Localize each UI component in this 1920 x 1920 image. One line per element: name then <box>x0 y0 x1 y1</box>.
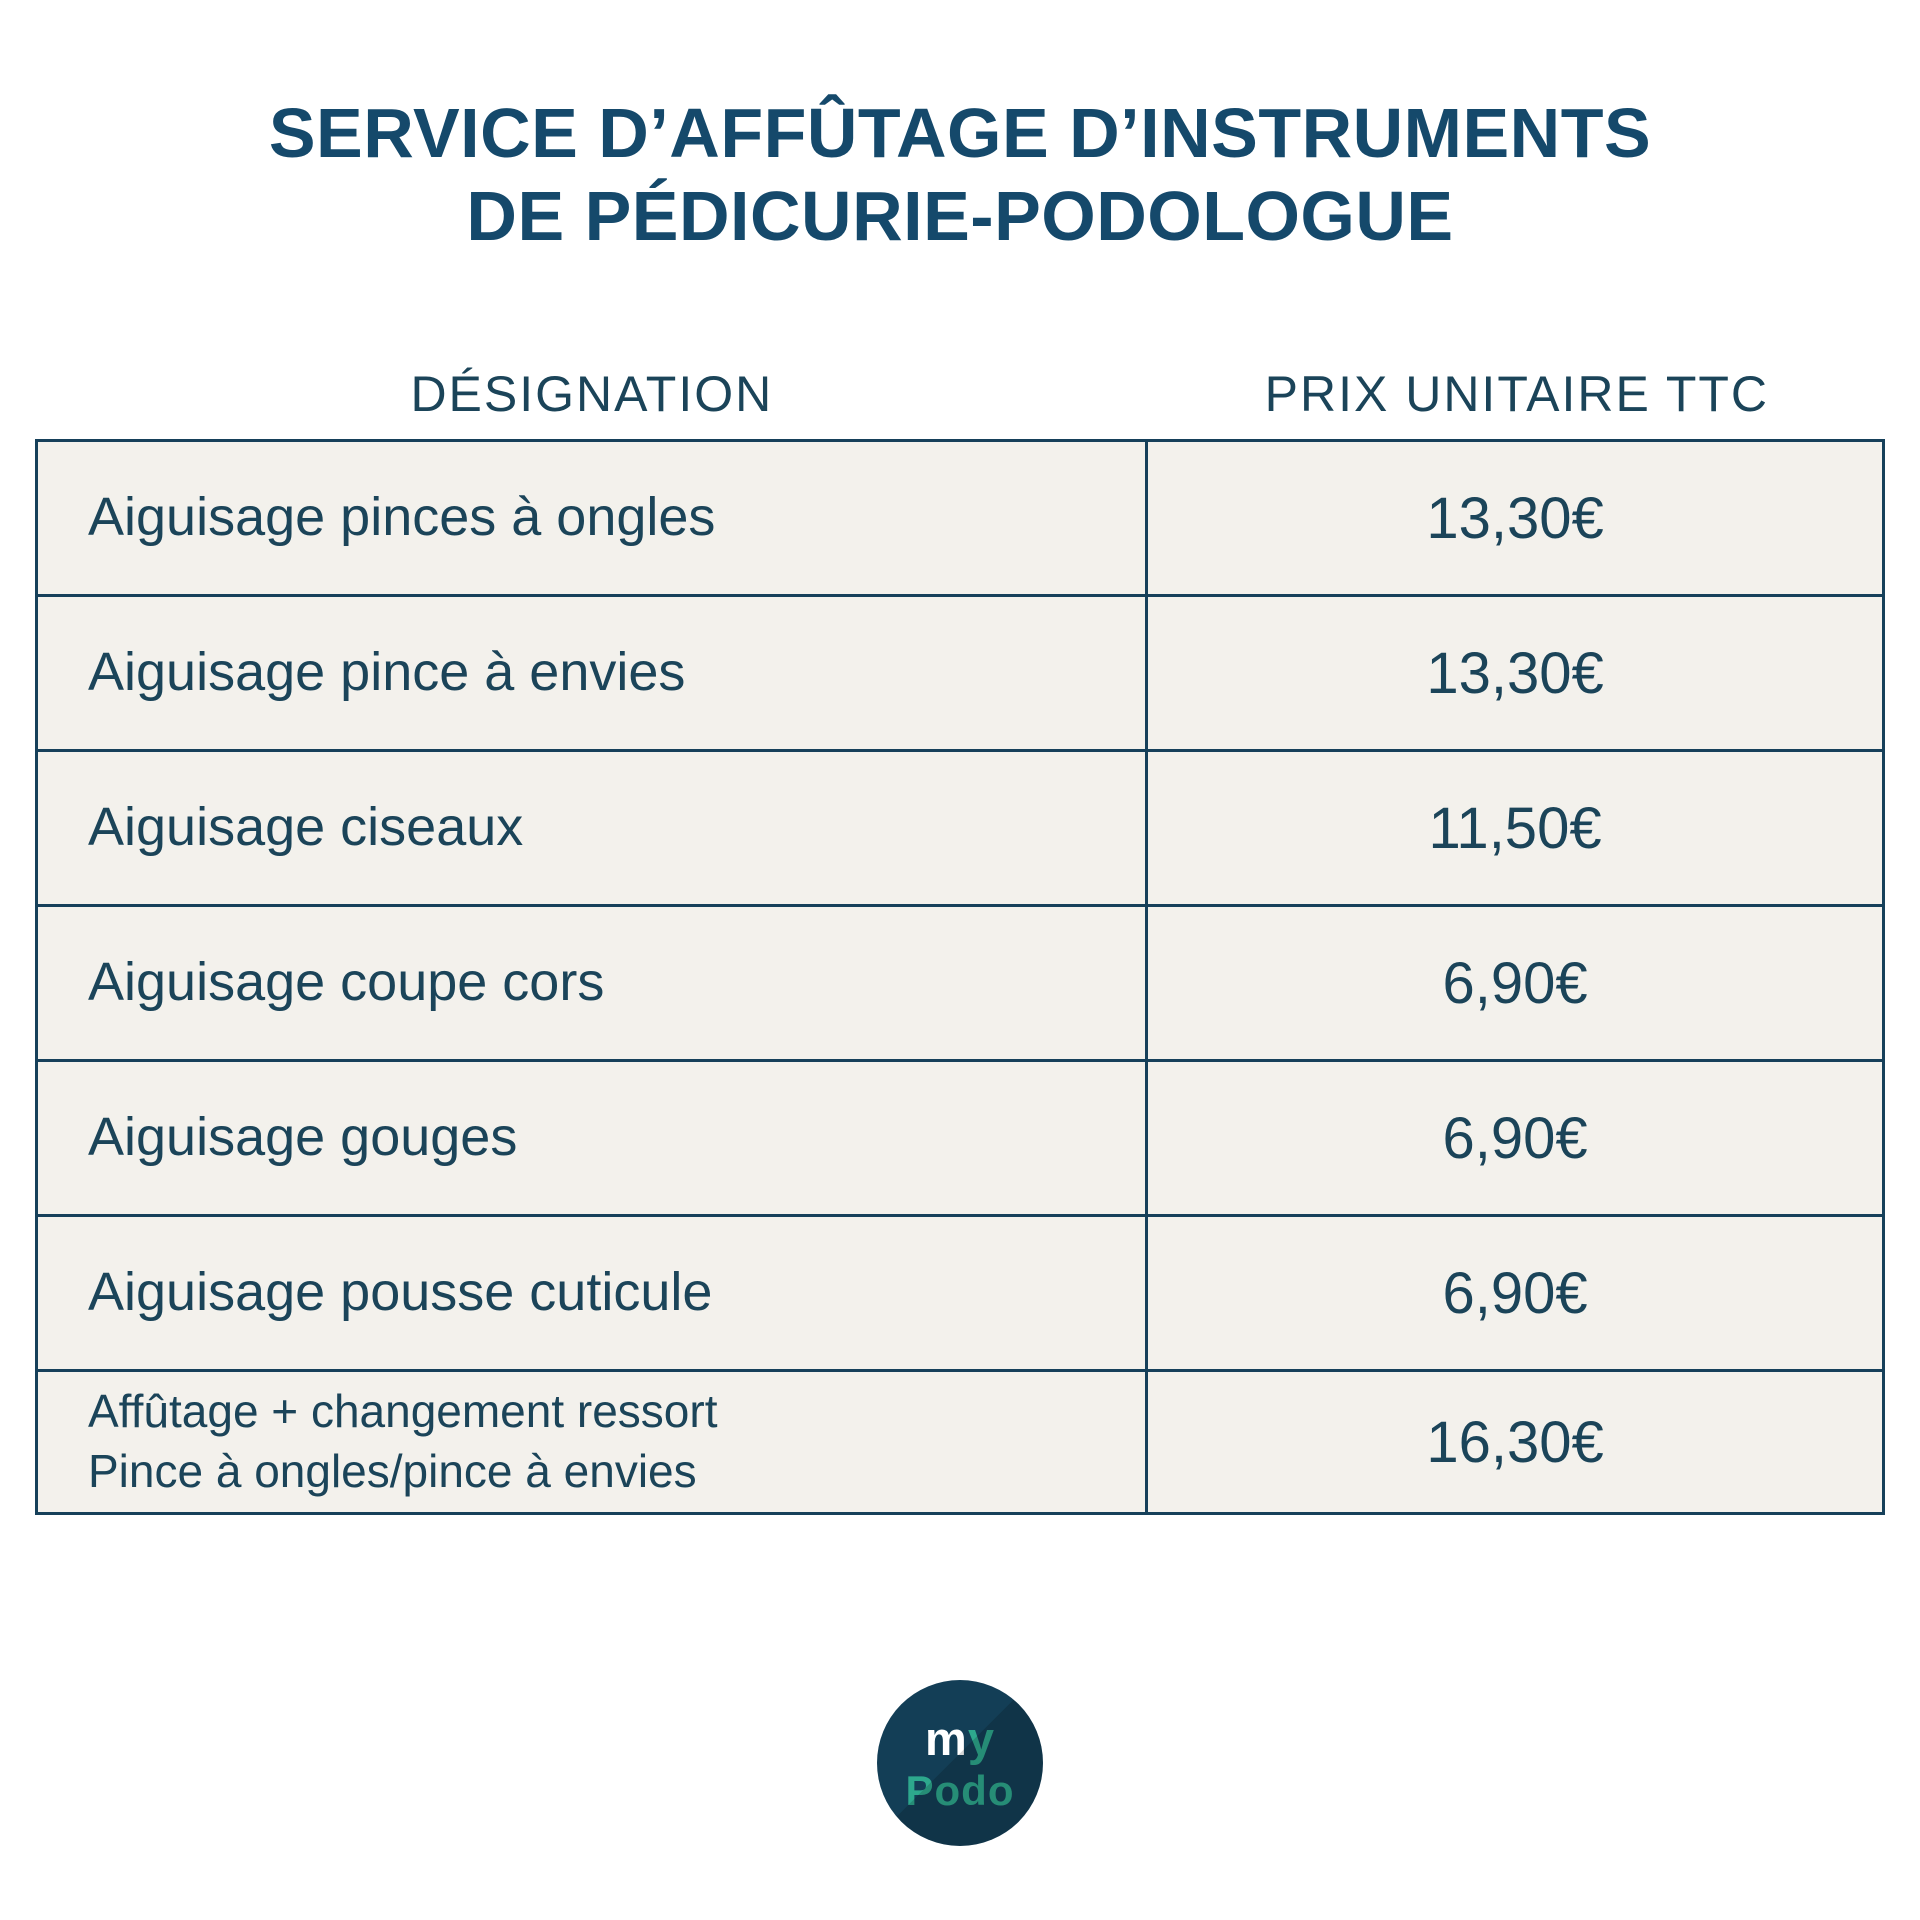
logo-container: my Podo <box>0 1680 1920 1846</box>
mypodo-logo: my Podo <box>877 1680 1043 1846</box>
column-header-designation: DÉSIGNATION <box>410 366 774 423</box>
table-row: Aiguisage pinces à ongles 13,30€ <box>38 442 1882 598</box>
table-row: Aiguisage pince à envies 13,30€ <box>38 597 1882 753</box>
price-cell: 13,30€ <box>1426 485 1604 551</box>
column-header-price: PRIX UNITAIRE TTC <box>1264 366 1770 423</box>
price-cell: 13,30€ <box>1426 640 1604 706</box>
designation-cell: Aiguisage coupe cors <box>38 907 1149 1060</box>
logo-text-podo: Podo <box>905 1766 1015 1814</box>
table-row: Aiguisage pousse cuticule 6,90€ <box>38 1217 1882 1373</box>
table-header: DÉSIGNATION PRIX UNITAIRE TTC <box>35 365 1885 439</box>
price-cell: 11,50€ <box>1428 795 1602 861</box>
table-row: Affûtage + changement ressort Pince à on… <box>38 1372 1882 1513</box>
price-cell: 6,90€ <box>1442 1105 1588 1171</box>
page-title: SERVICE D’AFFÛTAGE D’INSTRUMENTS DE PÉDI… <box>0 0 1920 257</box>
logo-letter-y: y <box>967 1711 995 1765</box>
table-row: Aiguisage coupe cors 6,90€ <box>38 907 1882 1063</box>
designation-cell: Affûtage + changement ressort Pince à on… <box>38 1372 1149 1513</box>
price-cell: 6,90€ <box>1442 1260 1588 1326</box>
designation-cell: Aiguisage gouges <box>38 1062 1149 1215</box>
designation-cell: Aiguisage pince à envies <box>38 597 1149 750</box>
price-cell: 16,30€ <box>1426 1409 1604 1475</box>
logo-letter-m: m <box>925 1711 968 1765</box>
title-line-2: DE PÉDICURIE-PODOLOGUE <box>466 176 1454 255</box>
title-line-1: SERVICE D’AFFÛTAGE D’INSTRUMENTS <box>268 94 1652 172</box>
price-cell: 6,90€ <box>1442 950 1588 1016</box>
table-row: Aiguisage gouges 6,90€ <box>38 1062 1882 1218</box>
designation-cell: Aiguisage pousse cuticule <box>38 1217 1149 1370</box>
designation-cell: Aiguisage ciseaux <box>38 752 1149 905</box>
table-row: Aiguisage ciseaux 11,50€ <box>38 752 1882 908</box>
logo-text-my: my <box>925 1715 995 1762</box>
designation-cell: Aiguisage pinces à ongles <box>38 442 1149 595</box>
price-table: Aiguisage pinces à ongles 13,30€ Aiguisa… <box>35 439 1885 1516</box>
